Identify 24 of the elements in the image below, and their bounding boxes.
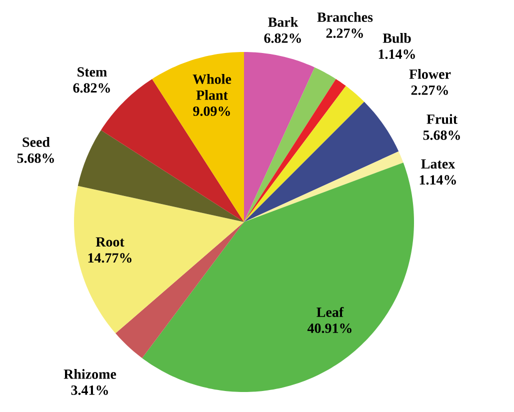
slice-label: Rhizome [64, 369, 116, 379]
slice-label: Whole Plant [192, 74, 232, 100]
slice-label: Bark [268, 17, 298, 27]
data-label: 5.68% [17, 153, 54, 163]
data-label: 6.82% [264, 33, 301, 43]
slice-label: Bulb [382, 33, 411, 43]
slice-label: Branches [317, 12, 373, 22]
slice-label: Latex [421, 159, 456, 169]
data-label: 2.27% [326, 28, 363, 38]
slice-label: Seed [22, 137, 50, 147]
data-label: 6.82% [73, 83, 110, 93]
data-label: 1.14% [420, 175, 456, 185]
slice-label: Leaf [316, 306, 344, 317]
data-label: 2.27% [411, 85, 448, 95]
data-label: 14.77% [88, 253, 132, 263]
data-label: 1.14% [378, 49, 415, 59]
data-label: 3.41% [71, 385, 108, 395]
slice-label: Fruit [426, 114, 458, 124]
slice-label: Stem [78, 67, 107, 77]
data-label: 40.91% [307, 324, 352, 334]
slice-label: Flower [409, 69, 451, 79]
slice-label: Root [96, 237, 124, 247]
data-label: 9.09% [193, 106, 230, 116]
data-label: 5.68% [423, 130, 460, 140]
